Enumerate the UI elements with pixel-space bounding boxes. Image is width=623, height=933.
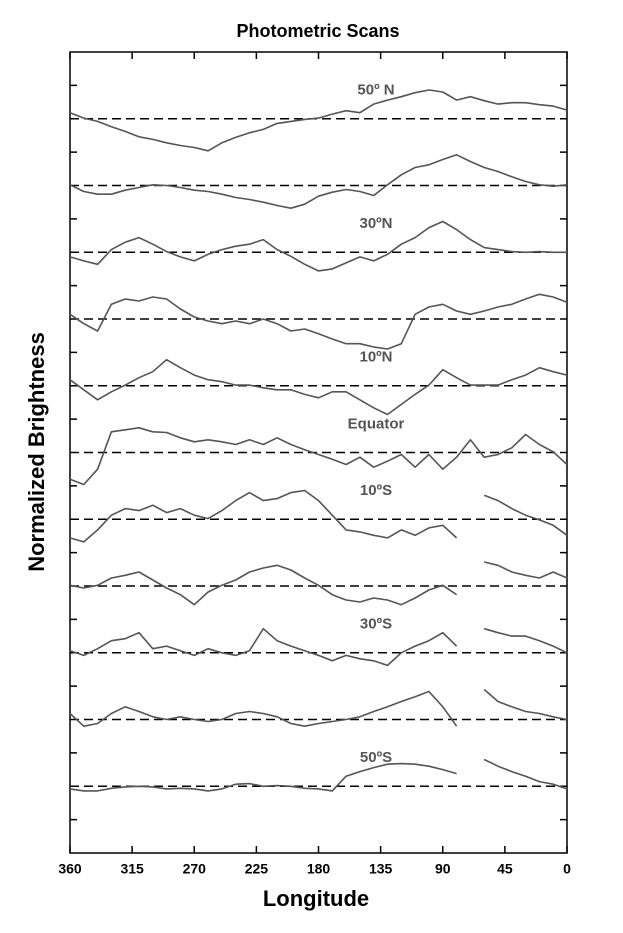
scan-line	[69, 489, 568, 543]
x-tick-label: 360	[58, 861, 82, 877]
scan-line	[69, 688, 568, 727]
chart-title: Photometric Scans	[236, 21, 399, 41]
x-axis-label: Longitude	[263, 886, 369, 911]
scan-line	[69, 293, 568, 350]
x-tick-label: 315	[120, 861, 144, 877]
scan-label: Equator	[348, 415, 405, 432]
scan-label: 50ºS	[360, 749, 392, 766]
x-tick-label: 45	[497, 861, 513, 877]
x-tick-label: 180	[307, 861, 331, 877]
scan-label: 30ºS	[360, 616, 392, 633]
scan-label: 10ºN	[360, 349, 393, 366]
x-tick-label: 270	[183, 861, 207, 877]
scan-label: 30ºN	[360, 215, 393, 232]
y-axis-label: Normalized Brightness	[24, 332, 49, 572]
x-tick-label: 225	[245, 861, 269, 877]
scan-line	[69, 358, 568, 416]
scan-label: 50º N	[357, 82, 394, 99]
scan-line	[69, 758, 568, 792]
scan-line	[69, 427, 568, 486]
scan-line	[69, 627, 568, 667]
scan-line	[69, 220, 567, 272]
scan-line	[69, 561, 568, 606]
scan-label: 10ºS	[360, 482, 392, 499]
x-tick-label: 0	[563, 861, 571, 877]
scan-line	[69, 154, 568, 209]
x-tick-label: 135	[369, 861, 393, 877]
x-tick-label: 90	[435, 861, 451, 877]
scan-line	[69, 89, 568, 152]
